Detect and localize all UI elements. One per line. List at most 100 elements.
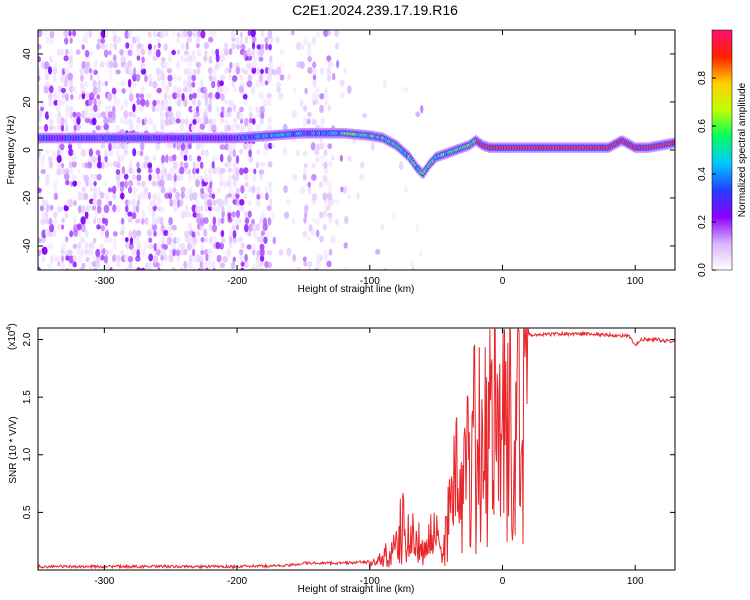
spectrogram-cell [96, 43, 101, 50]
spectrogram-cell [88, 173, 95, 180]
spectrogram-cell [49, 55, 53, 64]
spectrogram-cell [192, 236, 198, 244]
spectrogram-cell [215, 48, 220, 57]
spectrogram-cell [208, 55, 213, 64]
spectrogram-cell [44, 148, 50, 155]
spectrogram-cell [57, 85, 62, 94]
spectrogram-cell [248, 223, 253, 232]
spectrogram-cell [65, 179, 70, 186]
spectrogram-cell [151, 180, 157, 187]
spectrogram-cell [323, 30, 329, 37]
spectrogram-cell [48, 118, 54, 126]
spectrogram-cell [72, 243, 78, 249]
spectrogram-cell [244, 223, 249, 233]
spectrogram-cell [200, 161, 204, 169]
spectrogram-cell [223, 180, 228, 189]
spectrogram-cell [183, 248, 188, 256]
spectrogram-cell [339, 154, 343, 162]
spectrogram-cell [135, 106, 141, 112]
spectrogram-cell [128, 160, 133, 169]
spectrogram-cell [83, 192, 89, 201]
spectrogram-cell [259, 81, 264, 87]
spectrogram-cell [323, 149, 328, 157]
spectrogram-cell [240, 43, 246, 51]
spectrogram-cell [123, 110, 129, 119]
spectrogram-cell [164, 118, 170, 126]
spectrogram-cell [49, 36, 54, 44]
spectrogram-cell [227, 161, 232, 168]
spectrogram-cell [223, 197, 229, 206]
spectrogram-cell [328, 216, 333, 225]
spectrogram-cell [44, 123, 49, 132]
spectrogram-cell [38, 192, 42, 199]
spectrogram-cell [108, 249, 114, 256]
spectrogram-cell [217, 79, 221, 88]
spectrogram-cell [336, 60, 340, 69]
spectrogram-cell [156, 262, 160, 268]
spectrogram-cell [208, 174, 212, 183]
spectrogram-cell [182, 30, 189, 38]
spectrogram-cell [208, 36, 214, 43]
spectrogram-cell [109, 42, 114, 50]
spectrogram-cell [202, 261, 208, 269]
spectrogram-cell [310, 142, 316, 151]
snr-x-axis-label: Height of straight line (km) [298, 584, 415, 595]
spectrogram-cell [315, 217, 320, 225]
spectrogram-cell [375, 248, 381, 255]
spectrogram-cell [96, 86, 102, 94]
spectrogram-cell [307, 41, 312, 51]
spectrogram-cell [136, 174, 142, 182]
spectrogram-cell [81, 60, 86, 69]
spectrogram-cell [330, 198, 336, 206]
spectrogram-cell [311, 36, 317, 45]
spectrogram-cell [242, 49, 248, 58]
spectrogram-cell [120, 192, 125, 200]
spectrogram-cell [85, 218, 90, 225]
spectrogram-cell [258, 235, 265, 243]
spectrogram-cell [278, 92, 284, 100]
spectrogram-cell [179, 166, 185, 175]
spectrogram-cell [296, 266, 301, 270]
spectrogram-cell [240, 184, 245, 194]
spectrogram-cell [327, 104, 332, 112]
spectrogram-cell [255, 198, 261, 207]
spectrogram-cell [115, 172, 121, 182]
spectrogram-cell [132, 229, 138, 239]
spectrogram-cell [232, 104, 237, 112]
spectrogram-cell [259, 268, 264, 270]
spectrogram-cell [209, 236, 213, 245]
colorbar-tick-label: 0.2 [697, 215, 708, 229]
spectrogram-cell [179, 174, 185, 182]
spectrogram-cell [168, 117, 173, 125]
spectrogram-cell [115, 169, 121, 175]
spectrogram-cell [60, 73, 65, 83]
spectrogram-cell [200, 242, 205, 251]
spectrogram-cell [200, 249, 205, 255]
spectrogram-cell [176, 61, 180, 70]
spectrogram-cell [243, 193, 248, 200]
spectrogram-cell [266, 73, 272, 83]
spectrogram-cell [196, 230, 200, 237]
spectrogram-cell [85, 256, 90, 263]
spectrogram-cell [232, 62, 236, 69]
spectrogram-cell [383, 78, 388, 88]
spectrogram-cell [307, 181, 312, 188]
spectrogram-cell [41, 246, 48, 255]
spectrogram-cell [155, 248, 161, 256]
x-tick-label: -100 [360, 576, 380, 587]
spectrogram-cell [191, 123, 197, 133]
spectrogram-x-ticks: -300 -200 -100 0 100 [94, 30, 644, 287]
spectrogram-cell [183, 98, 188, 108]
spectrogram-cell [152, 80, 158, 89]
spectrogram-cell [279, 49, 285, 55]
spectrogram-cell [208, 210, 212, 218]
spectrogram-cell [347, 85, 352, 94]
spectrogram-cell [108, 60, 114, 69]
spectrogram-cell [38, 249, 42, 257]
spectrogram-cell [56, 167, 62, 176]
spectrogram-cell [171, 224, 177, 231]
spectrogram-cell [171, 267, 176, 270]
spectrogram-cell [344, 215, 349, 225]
spectrogram-cell [235, 198, 241, 207]
spectrogram-cell [187, 61, 193, 68]
